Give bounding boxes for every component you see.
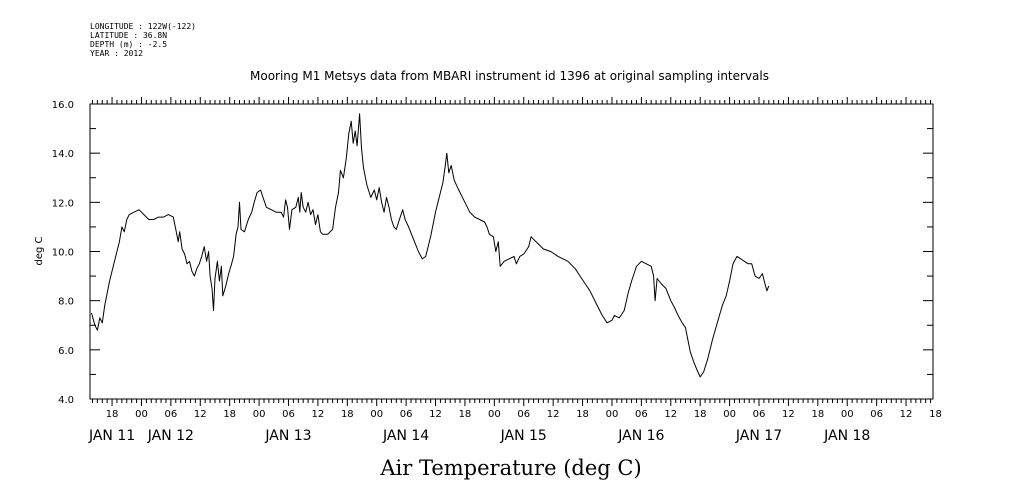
- x-hour-label: 18: [929, 409, 942, 420]
- x-hour-label: 06: [753, 409, 766, 420]
- x-hour-label: 18: [811, 409, 824, 420]
- x-hour-label: 00: [135, 409, 148, 420]
- x-hour-label: 06: [400, 409, 413, 420]
- y-tick-label: 10.0: [52, 248, 74, 259]
- y-tick-label: 16.0: [52, 100, 74, 111]
- x-hour-label: 18: [459, 409, 472, 420]
- y-tick-label: 14.0: [52, 149, 74, 160]
- x-day-label: JAN 12: [147, 428, 194, 444]
- x-hour-label: 18: [223, 409, 236, 420]
- x-day-label: JAN 16: [617, 428, 664, 444]
- x-day-label: JAN 14: [382, 428, 429, 444]
- x-hour-label: 06: [870, 409, 883, 420]
- y-tick-label: 4.0: [58, 395, 74, 406]
- x-hour-label: 06: [517, 409, 530, 420]
- x-day-label: JAN 11: [88, 428, 135, 444]
- y-axis: 4.0 6.0 8.0 10.0 12.0 14.0 16.0: [52, 100, 933, 406]
- x-axis-label: Air Temperature (deg C): [379, 456, 641, 480]
- x-hour-label: 00: [723, 409, 736, 420]
- y-tick-label: 8.0: [58, 297, 74, 308]
- x-axis: 18 00 06 12 18 00 06 12 18 00 06 12 18 00 06 12 18 00 06 12…: [88, 97, 942, 444]
- y-tick-label: 6.0: [58, 346, 74, 357]
- x-hour-label: 06: [282, 409, 295, 420]
- x-hour-label: 18: [341, 409, 354, 420]
- x-hour-label: 00: [841, 409, 854, 420]
- longitude-label: LONGITUDE : 122W(-122): [90, 22, 196, 31]
- x-hour-label: 18: [106, 409, 119, 420]
- series-line: [91, 113, 770, 378]
- depth-label: DEPTH (m) : -2.5: [90, 40, 168, 49]
- x-day-label: JAN 18: [823, 428, 870, 444]
- x-hour-label: 18: [694, 409, 707, 420]
- x-hour-label: 12: [312, 409, 325, 420]
- x-hour-label: 06: [165, 409, 178, 420]
- x-hour-label: 12: [429, 409, 442, 420]
- x-hour-label: 00: [488, 409, 501, 420]
- x-hour-label: 06: [635, 409, 648, 420]
- y-axis-label: deg C: [34, 236, 45, 265]
- x-hour-label: 00: [370, 409, 383, 420]
- plot-frame: [89, 103, 934, 400]
- x-hour-label: 12: [194, 409, 207, 420]
- x-hour-label: 12: [900, 409, 913, 420]
- x-hour-label: 00: [606, 409, 619, 420]
- chart-title: Mooring M1 Metsys data from MBARI instru…: [250, 69, 769, 83]
- x-day-label: JAN 13: [264, 428, 311, 444]
- x-day-label: JAN 17: [735, 428, 782, 444]
- latitude-label: LATITUDE : 36.8N: [90, 31, 168, 40]
- year-label: YEAR : 2012: [90, 49, 143, 58]
- x-hour-label: 00: [253, 409, 266, 420]
- x-hour-label: 18: [576, 409, 589, 420]
- x-hour-label: 12: [547, 409, 560, 420]
- x-day-label: JAN 15: [500, 428, 547, 444]
- x-hour-label: 12: [782, 409, 795, 420]
- series-group: [91, 113, 770, 378]
- x-hour-label: 12: [664, 409, 677, 420]
- y-tick-label: 12.0: [52, 198, 74, 209]
